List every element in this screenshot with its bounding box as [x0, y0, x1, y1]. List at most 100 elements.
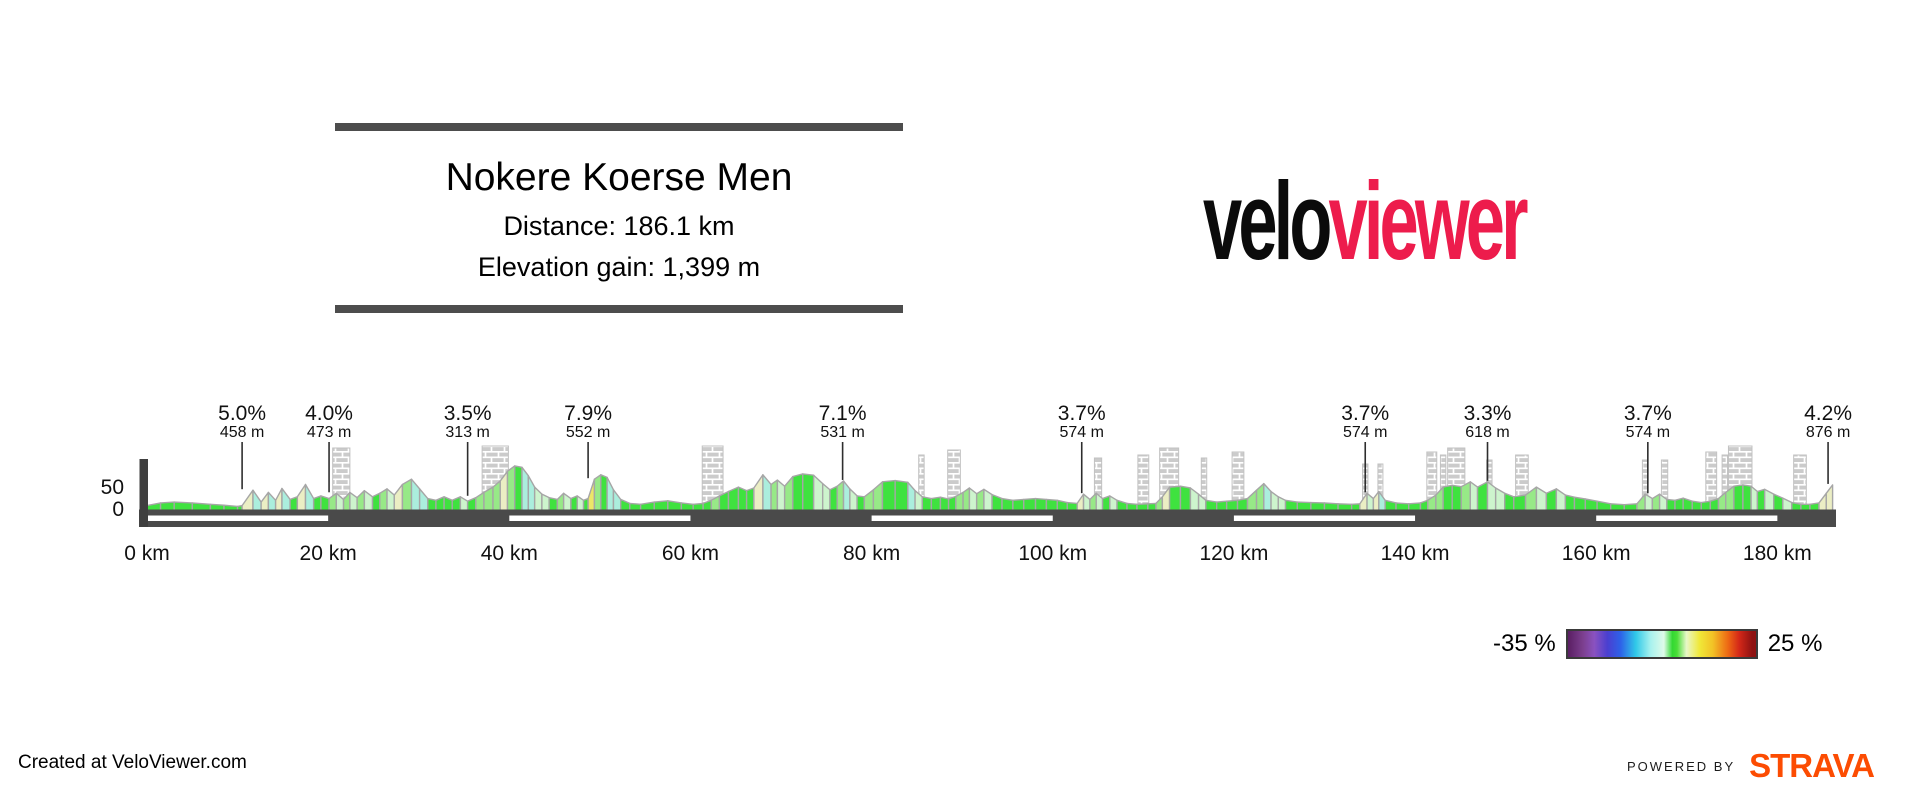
elevation-segment	[1651, 493, 1661, 512]
elevation-segment	[1205, 499, 1218, 512]
legend-min-label: -35 %	[1493, 630, 1556, 657]
legend-gradient-bar	[1565, 629, 1758, 659]
elevation-segment	[1082, 493, 1091, 512]
elevation-segment	[947, 495, 957, 512]
climb-length-label: 574 m	[1343, 424, 1387, 441]
elevation-segment	[1372, 490, 1380, 512]
elevation-segment	[1733, 484, 1744, 512]
elevation-segment	[260, 491, 270, 512]
elevation-segment	[1001, 497, 1014, 512]
elevation-segment	[570, 495, 578, 512]
elevation-segment	[745, 487, 755, 512]
gradient-legend: -35 % 25 %	[1493, 629, 1822, 659]
elevation-segment	[792, 473, 804, 512]
climb-length-label: 531 m	[820, 424, 864, 441]
x-axis-tick-label: 100 km	[1018, 542, 1087, 565]
elevation-segment	[836, 480, 845, 512]
climb-length-label: 552 m	[566, 424, 610, 441]
elevation-segment	[296, 483, 307, 512]
elevation-segment	[1023, 497, 1037, 512]
elevation-segment	[451, 496, 462, 512]
elevation-segment	[907, 481, 916, 512]
elevation-segment	[1555, 488, 1567, 512]
climb-length-label: 574 m	[1059, 424, 1103, 441]
elevation-segment	[1469, 481, 1479, 512]
elevation-segment	[1225, 499, 1239, 512]
climb-length-label: 458 m	[220, 424, 264, 441]
elevation-segment	[1504, 492, 1515, 512]
climb-gradient-label: 7.9%	[564, 402, 612, 425]
elevation-segment	[1763, 488, 1775, 512]
elevation-segment	[737, 486, 748, 512]
climb-gradient-label: 3.3%	[1464, 402, 1512, 425]
elevation-segment	[1101, 495, 1111, 512]
elevation-segment	[955, 491, 964, 512]
elevation-segment	[1263, 482, 1272, 512]
elevation-segment	[1666, 498, 1676, 512]
elevation-gain-label: Elevation gain: 1,399 m	[477, 252, 761, 282]
elevation-segment	[533, 486, 543, 512]
climb-gradient-label: 3.7%	[1058, 402, 1106, 425]
climb-gradient-label: 4.0%	[305, 402, 353, 425]
climb-gradient-label: 4.2%	[1804, 402, 1852, 425]
elevation-segment	[1773, 493, 1784, 512]
distance-scale-segment	[147, 515, 329, 521]
elevation-segment	[968, 487, 978, 512]
elevation-segment	[363, 489, 374, 512]
elevation-segment	[521, 466, 530, 512]
elevation-segment	[1270, 490, 1279, 512]
cobble-sector-marker	[1137, 454, 1150, 511]
powered-by-block: POWERED BY STRAVA	[1627, 747, 1875, 785]
elevation-segment	[1034, 497, 1048, 512]
climb-length-label: 473 m	[307, 424, 351, 441]
cobble-sector-marker	[1793, 454, 1807, 511]
climb-gradient-label: 3.7%	[1341, 402, 1389, 425]
title-divider-top	[335, 123, 903, 131]
elevation-segment	[328, 492, 338, 512]
elevation-segment	[556, 492, 565, 512]
elevation-segment	[1717, 491, 1727, 512]
elevation-segment	[1012, 498, 1025, 512]
elevation-segment	[1494, 487, 1506, 512]
elevation-segment	[1076, 493, 1085, 512]
elevation-segment	[1168, 485, 1182, 512]
elevation-segment	[1756, 488, 1766, 512]
elevation-segment	[576, 495, 585, 512]
elevation-segment	[427, 497, 437, 512]
climb-length-label: 618 m	[1465, 424, 1509, 441]
elevation-segment	[1584, 498, 1598, 512]
elevation-segment	[1818, 492, 1827, 512]
elevation-segment	[1564, 494, 1576, 512]
elevation-segment	[1236, 497, 1249, 512]
legend-max-label: 25 %	[1767, 630, 1823, 657]
elevation-segment	[1460, 481, 1472, 512]
elevation-segment	[1366, 492, 1375, 512]
elevation-segment	[653, 500, 669, 512]
elevation-segment	[606, 476, 615, 512]
elevation-segment	[667, 500, 683, 512]
elevation-segment	[856, 495, 866, 512]
climb-gradient-label: 3.7%	[1624, 402, 1672, 425]
elevation-segment	[267, 491, 277, 512]
elevation-segment	[753, 474, 764, 512]
elevation-segment	[983, 488, 993, 512]
elevation-segment	[1513, 494, 1527, 512]
elevation-segment	[1255, 482, 1265, 512]
x-axis-tick-label: 0 km	[124, 542, 170, 565]
elevation-segment	[727, 486, 740, 512]
elevation-segment	[492, 480, 501, 512]
elevation-segment	[274, 487, 283, 512]
elevation-segment	[1486, 481, 1497, 512]
elevation-segment	[281, 487, 291, 512]
elevation-segment	[514, 465, 523, 512]
climb-length-label: 876 m	[1806, 424, 1850, 441]
elevation-segment	[1545, 488, 1558, 512]
elevation-segment	[1573, 496, 1587, 512]
elevation-segment	[783, 475, 794, 512]
elevation-segment	[829, 485, 838, 512]
x-axis-tick-label: 140 km	[1381, 542, 1450, 565]
elevation-segment	[475, 491, 485, 512]
elevation-segment	[252, 489, 262, 512]
logo-viewer-text: viewer	[1328, 160, 1529, 283]
elevation-segment	[1284, 499, 1299, 512]
